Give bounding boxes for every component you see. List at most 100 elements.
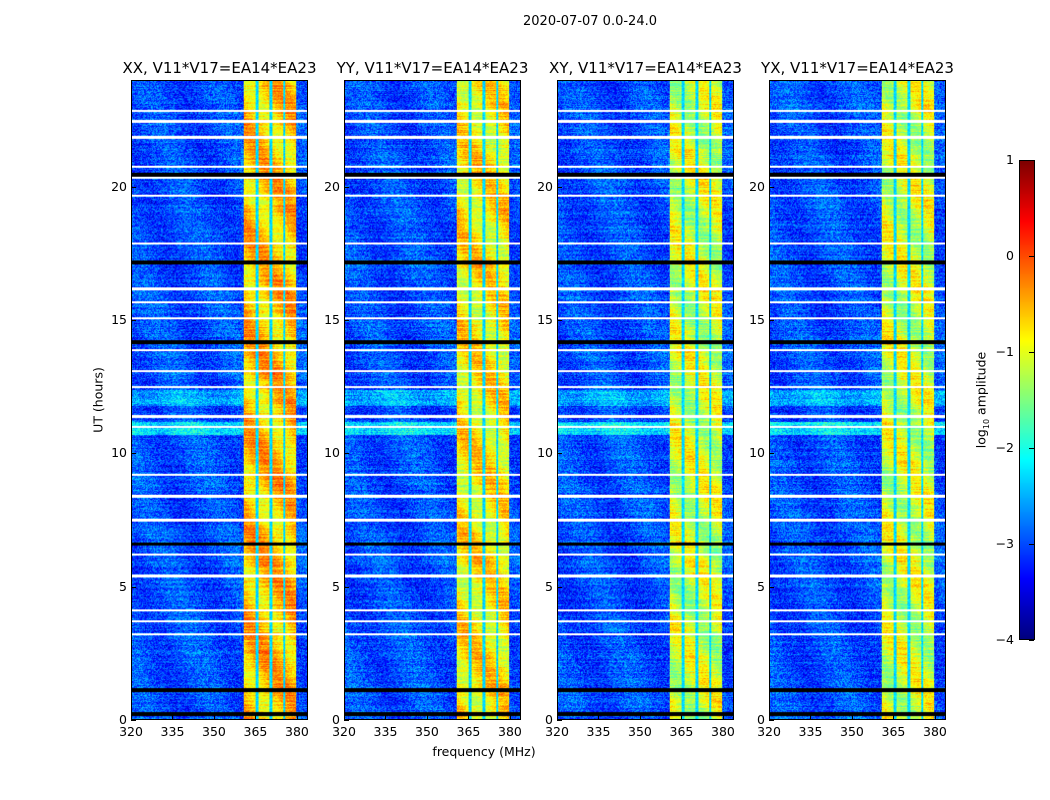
y-tick-mark xyxy=(769,586,774,588)
colorbar-tick-label: −4 xyxy=(995,632,1014,647)
panel-title: YX, V11*V17=EA14*EA23 xyxy=(761,59,954,77)
y-tick-label: 20 xyxy=(324,178,340,194)
y-tick-label: 15 xyxy=(324,312,340,327)
colorbar-tick-mark xyxy=(1029,448,1034,449)
x-axis-label: frequency (MHz) xyxy=(432,744,536,759)
x-tick-label: 350 xyxy=(202,724,226,739)
x-tick-mark xyxy=(509,715,511,720)
y-tick-mark xyxy=(131,586,136,588)
y-tick-label: 15 xyxy=(111,312,127,327)
heatmap-panel-2 xyxy=(557,80,734,720)
x-tick-label: 365 xyxy=(669,724,694,739)
y-tick-label: 20 xyxy=(537,178,553,194)
y-tick-label: 0 xyxy=(332,712,340,727)
y-tick-mark xyxy=(557,586,562,588)
colorbar-tick-mark xyxy=(1029,544,1034,545)
y-tick-label: 20 xyxy=(749,178,765,194)
y-tick-mark xyxy=(769,320,774,321)
x-tick-label: 380 xyxy=(498,724,522,739)
x-tick-mark xyxy=(681,715,683,720)
colorbar xyxy=(1019,160,1035,640)
x-tick-label: 320 xyxy=(332,724,356,739)
y-tick-mark xyxy=(769,720,774,721)
y-tick-mark xyxy=(557,320,562,321)
x-tick-mark xyxy=(255,715,257,720)
x-tick-mark xyxy=(385,715,387,720)
y-tick-label: 10 xyxy=(749,445,765,461)
colorbar-label: log10 amplitude xyxy=(973,352,991,448)
heatmap-panel-0 xyxy=(131,80,308,720)
y-tick-label: 0 xyxy=(757,712,765,727)
y-tick-label: 10 xyxy=(324,445,340,461)
y-tick-mark xyxy=(344,720,349,721)
heatmap-panel-3 xyxy=(769,80,946,720)
x-tick-mark xyxy=(131,715,132,720)
x-tick-label: 335 xyxy=(586,724,611,739)
y-tick-mark xyxy=(344,320,349,321)
x-tick-mark xyxy=(851,715,853,720)
y-tick-label: 5 xyxy=(119,578,127,594)
y-tick-mark xyxy=(131,453,136,455)
x-tick-mark xyxy=(810,715,812,720)
x-tick-label: 380 xyxy=(285,724,309,739)
x-tick-label: 380 xyxy=(923,724,947,739)
colorbar-tick-label: −3 xyxy=(995,536,1014,551)
x-tick-mark xyxy=(893,715,895,720)
y-tick-label: 0 xyxy=(119,712,127,727)
panel-title: XX, V11*V17=EA14*EA23 xyxy=(122,59,317,77)
colorbar-tick-mark xyxy=(1029,640,1034,641)
figure-title: 2020-07-07 0.0-24.0 xyxy=(523,14,657,29)
colorbar-tick-mark xyxy=(1029,256,1034,257)
y-tick-mark xyxy=(769,186,774,188)
x-tick-mark xyxy=(934,715,936,720)
heatmap-image xyxy=(770,81,945,719)
x-tick-mark xyxy=(639,715,641,720)
x-tick-label: 365 xyxy=(243,724,268,739)
x-tick-label: 335 xyxy=(373,724,398,739)
colorbar-tick-label: −1 xyxy=(995,344,1014,359)
heatmap-image xyxy=(558,81,733,719)
colorbar-label-sub: 10 xyxy=(981,418,991,430)
x-tick-label: 320 xyxy=(545,724,569,739)
x-tick-mark xyxy=(468,715,470,720)
colorbar-tick-label: −2 xyxy=(995,440,1014,455)
y-tick-mark xyxy=(769,453,774,455)
colorbar-label-rest: amplitude xyxy=(973,351,989,419)
y-tick-label: 10 xyxy=(111,445,127,461)
x-tick-mark xyxy=(557,715,558,720)
x-tick-label: 350 xyxy=(628,724,652,739)
y-tick-label: 15 xyxy=(537,312,553,327)
y-tick-label: 15 xyxy=(749,312,765,327)
y-tick-mark xyxy=(131,720,136,721)
y-tick-mark xyxy=(557,720,562,721)
x-tick-mark xyxy=(769,715,770,720)
y-tick-label: 0 xyxy=(545,712,553,727)
x-tick-label: 350 xyxy=(415,724,439,739)
x-tick-mark xyxy=(344,715,345,720)
x-tick-label: 350 xyxy=(840,724,864,739)
heatmap-image xyxy=(345,81,520,719)
x-tick-label: 335 xyxy=(160,724,185,739)
y-tick-mark xyxy=(557,186,562,188)
x-tick-mark xyxy=(213,715,215,720)
y-axis-label: UT (hours) xyxy=(90,367,106,433)
y-tick-label: 5 xyxy=(332,578,340,594)
x-tick-label: 320 xyxy=(119,724,143,739)
x-tick-label: 320 xyxy=(757,724,781,739)
y-tick-mark xyxy=(344,586,349,588)
heatmap-image xyxy=(132,81,307,719)
y-tick-mark xyxy=(131,320,136,321)
x-tick-label: 365 xyxy=(881,724,906,739)
panel-title: YY, V11*V17=EA14*EA23 xyxy=(336,59,529,77)
panel-title: XY, V11*V17=EA14*EA23 xyxy=(549,59,742,77)
x-tick-label: 380 xyxy=(711,724,735,739)
colorbar-tick-mark xyxy=(1029,160,1034,161)
x-tick-label: 365 xyxy=(456,724,481,739)
x-tick-mark xyxy=(172,715,174,720)
x-tick-mark xyxy=(426,715,428,720)
y-tick-label: 10 xyxy=(537,445,553,461)
y-tick-label: 5 xyxy=(757,578,765,594)
heatmap-panel-1 xyxy=(344,80,521,720)
x-tick-mark xyxy=(598,715,600,720)
y-tick-mark xyxy=(344,453,349,455)
